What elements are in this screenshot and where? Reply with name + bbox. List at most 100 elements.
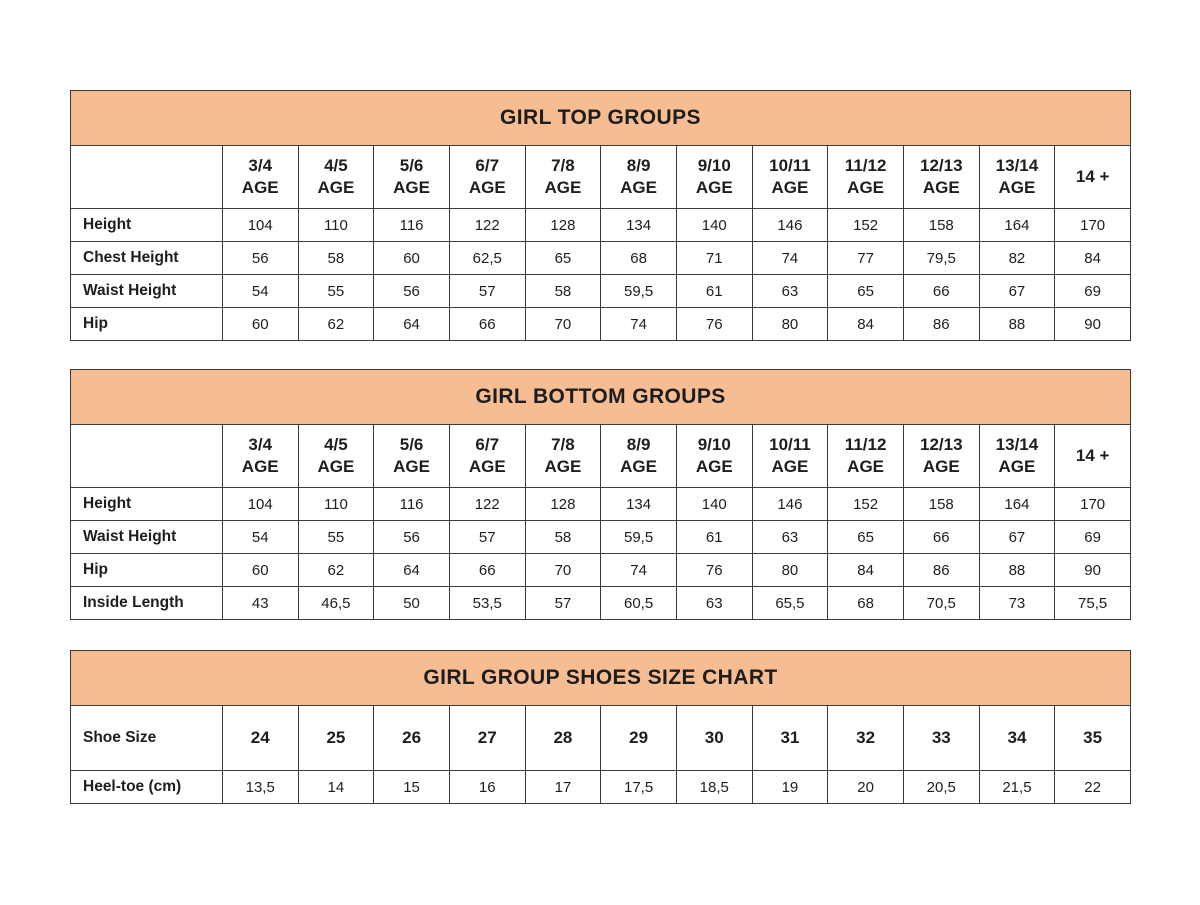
cell-value: 54 bbox=[221, 520, 299, 554]
age-column-header-line1: 12/13 bbox=[920, 155, 963, 175]
age-column-header-line1: 12/13 bbox=[920, 434, 963, 454]
cell-value: 17 bbox=[524, 770, 602, 804]
cell-value: 134 bbox=[600, 487, 677, 521]
row-label: Waist Height bbox=[70, 520, 223, 554]
girl-top-groups-table: GIRL TOP GROUPS 3/4 AGE 4/5 AGE 5/6 AGE 6/7 AGE 7… bbox=[70, 90, 1131, 341]
cell-value: 84 bbox=[1054, 241, 1131, 275]
age-column-header-line1: 14 + bbox=[1075, 166, 1110, 186]
age-column-header-line1: 3/4 bbox=[248, 434, 273, 454]
age-column-header-line1: 14 + bbox=[1075, 445, 1110, 465]
cell-value: 59,5 bbox=[600, 274, 677, 308]
table-row: Waist Height 54 55 56 57 58 59,5 61 63 65 66 67 69 bbox=[70, 520, 1131, 554]
table-row: Height 104 110 116 122 128 134 140 146 152 158 164 1… bbox=[70, 208, 1131, 242]
age-column-header: 8/9 AGE bbox=[600, 424, 677, 488]
cell-value: 16 bbox=[448, 770, 526, 804]
table-row: Chest Height 56 58 60 62,5 65 68 71 74 77 79,5 82 84 bbox=[70, 241, 1131, 275]
cell-value: 70,5 bbox=[902, 586, 980, 620]
cell-value: 79,5 bbox=[902, 241, 980, 275]
row-label: Inside Length bbox=[70, 586, 223, 620]
age-column-header: 5/6 AGE bbox=[373, 424, 450, 488]
cell-value: 76 bbox=[675, 553, 753, 587]
cell-value: 128 bbox=[524, 487, 602, 521]
cell-value: 58 bbox=[524, 274, 602, 308]
age-header-row: 3/4 AGE 4/5 AGE 5/6 AGE 6/7 AGE 7/8 AGE 8/9 AGE 9/10… bbox=[70, 424, 1131, 488]
cell-value: 76 bbox=[675, 307, 753, 341]
age-column-header-line2: AGE bbox=[695, 178, 733, 197]
age-column-header-line2: AGE bbox=[771, 178, 809, 197]
cell-value: 29 bbox=[600, 705, 677, 771]
age-column-header: 11/12 AGE bbox=[827, 424, 904, 488]
cell-value: 31 bbox=[751, 705, 829, 771]
cell-value: 74 bbox=[751, 241, 829, 275]
table-row: Hip 60 62 64 66 70 74 76 80 84 86 88 90 bbox=[70, 553, 1131, 587]
cell-value: 35 bbox=[1054, 705, 1131, 771]
cell-value: 15 bbox=[373, 770, 450, 804]
cell-value: 61 bbox=[675, 520, 753, 554]
age-column-header-line2: AGE bbox=[998, 457, 1036, 476]
cell-value: 69 bbox=[1054, 520, 1131, 554]
cell-value: 80 bbox=[751, 553, 829, 587]
age-column-header-line1: 5/6 bbox=[399, 434, 424, 454]
age-column-header-line2: AGE bbox=[771, 457, 809, 476]
cell-value: 86 bbox=[902, 307, 980, 341]
cell-value: 63 bbox=[675, 586, 753, 620]
age-column-header: 4/5 AGE bbox=[297, 145, 375, 209]
age-column-header-line2: AGE bbox=[695, 457, 733, 476]
cell-value: 90 bbox=[1054, 553, 1131, 587]
cell-value: 82 bbox=[978, 241, 1056, 275]
cell-value: 164 bbox=[978, 208, 1056, 242]
age-column-header: 7/8 AGE bbox=[524, 424, 602, 488]
cell-value: 170 bbox=[1054, 208, 1131, 242]
cell-value: 65 bbox=[827, 274, 904, 308]
age-column-header: 14 + bbox=[1054, 424, 1131, 488]
girl-shoes-size-table: GIRL GROUP SHOES SIZE CHART Shoe Size 24 25… bbox=[70, 650, 1131, 804]
cell-value: 68 bbox=[600, 241, 677, 275]
cell-value: 62 bbox=[297, 307, 375, 341]
cell-value: 20 bbox=[827, 770, 904, 804]
age-column-header-line2: AGE bbox=[468, 178, 506, 197]
age-column-header-line1: 10/11 bbox=[769, 155, 811, 175]
cell-value: 46,5 bbox=[297, 586, 375, 620]
row-label: Heel-toe (cm) bbox=[70, 770, 223, 804]
table-title-row: GIRL TOP GROUPS bbox=[70, 90, 1131, 146]
cell-value: 60,5 bbox=[600, 586, 677, 620]
age-column-header: 12/13 AGE bbox=[902, 145, 980, 209]
cell-value: 55 bbox=[297, 520, 375, 554]
cell-value: 66 bbox=[902, 274, 980, 308]
age-column-header-line2: AGE bbox=[468, 457, 506, 476]
table-title-row: GIRL GROUP SHOES SIZE CHART bbox=[70, 650, 1131, 706]
age-column-header: 7/8 AGE bbox=[524, 145, 602, 209]
table-title: GIRL TOP GROUPS bbox=[70, 90, 1131, 146]
age-column-header-line2: AGE bbox=[544, 178, 582, 197]
cell-value: 88 bbox=[978, 307, 1056, 341]
cell-value: 128 bbox=[524, 208, 602, 242]
cell-value: 74 bbox=[600, 307, 677, 341]
age-column-header-line1: 6/7 bbox=[475, 155, 500, 175]
row-label: Height bbox=[70, 208, 223, 242]
cell-value: 67 bbox=[978, 520, 1056, 554]
age-column-header: 3/4 AGE bbox=[221, 424, 299, 488]
age-column-header: 8/9 AGE bbox=[600, 145, 677, 209]
age-column-header: 10/11 AGE bbox=[751, 145, 829, 209]
age-column-header-line2: AGE bbox=[393, 457, 430, 476]
cell-value: 84 bbox=[827, 307, 904, 341]
cell-value: 54 bbox=[221, 274, 299, 308]
cell-value: 152 bbox=[827, 208, 904, 242]
cell-value: 66 bbox=[448, 307, 526, 341]
cell-value: 20,5 bbox=[902, 770, 980, 804]
cell-value: 58 bbox=[297, 241, 375, 275]
cell-value: 25 bbox=[297, 705, 375, 771]
cell-value: 60 bbox=[221, 553, 299, 587]
cell-value: 110 bbox=[297, 487, 375, 521]
cell-value: 57 bbox=[448, 274, 526, 308]
cell-value: 65,5 bbox=[751, 586, 829, 620]
cell-value: 146 bbox=[751, 487, 829, 521]
age-column-header-line1: 9/10 bbox=[697, 155, 731, 175]
cell-value: 70 bbox=[524, 553, 602, 587]
age-column-header-line1: 4/5 bbox=[324, 434, 348, 454]
age-column-header-line2: AGE bbox=[847, 178, 885, 197]
cell-value: 74 bbox=[600, 553, 677, 587]
age-column-header-line1: 6/7 bbox=[475, 434, 500, 454]
cell-value: 71 bbox=[675, 241, 753, 275]
